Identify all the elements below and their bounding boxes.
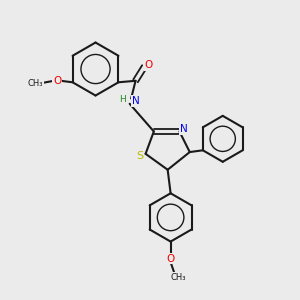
Text: CH₃: CH₃: [170, 273, 186, 282]
Text: N: N: [180, 124, 188, 134]
Text: S: S: [136, 151, 143, 161]
Text: O: O: [53, 76, 61, 86]
Text: N: N: [132, 96, 140, 106]
Text: CH₃: CH₃: [27, 79, 43, 88]
Text: O: O: [144, 60, 153, 70]
Text: H: H: [119, 95, 126, 104]
Text: O: O: [167, 254, 175, 264]
